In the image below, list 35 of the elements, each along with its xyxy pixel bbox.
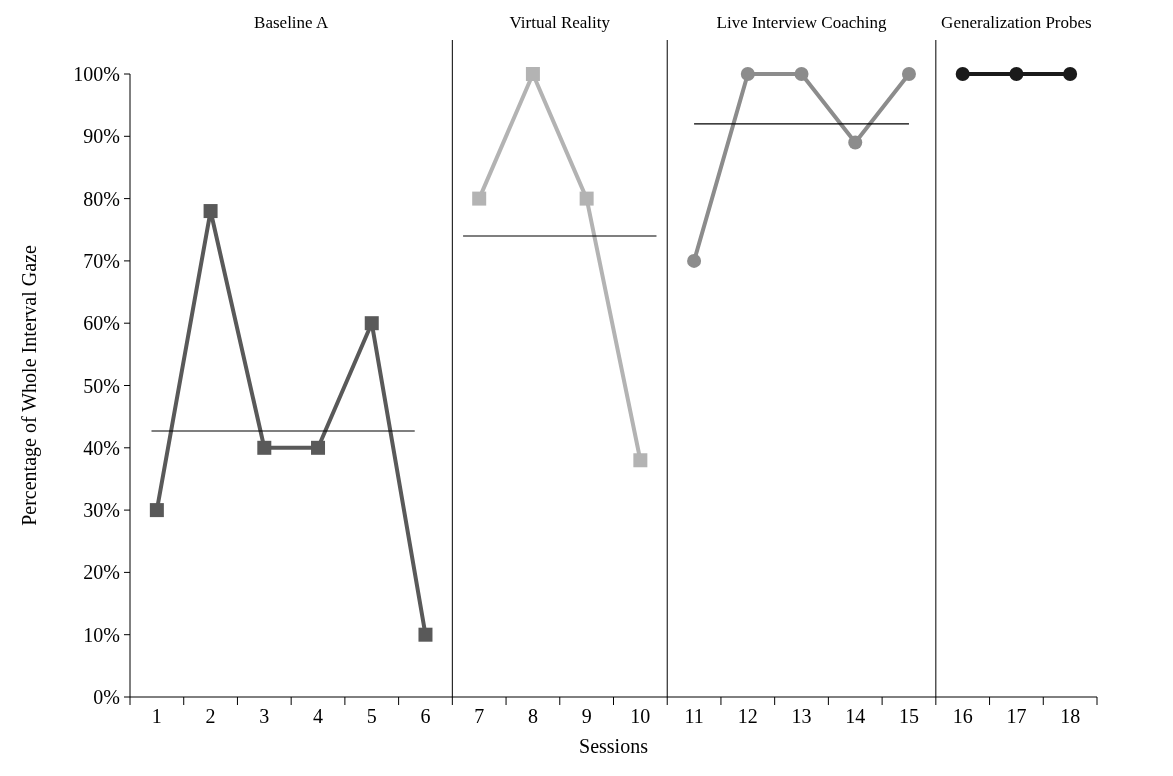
x-tick-label: 6 bbox=[420, 705, 431, 727]
y-tick-label: 0% bbox=[93, 686, 120, 708]
y-axis-title: Percentage of Whole Interval Gaze bbox=[18, 245, 41, 526]
y-tick-label: 40% bbox=[83, 436, 120, 459]
x-tick-label: 15 bbox=[898, 705, 919, 727]
x-tick-label: 12 bbox=[737, 705, 758, 727]
x-tick-label: 14 bbox=[845, 705, 866, 727]
x-axis-title: Sessions bbox=[579, 735, 649, 757]
x-tick-label: 7 bbox=[474, 705, 485, 727]
y-tick-label: 70% bbox=[83, 249, 120, 272]
x-tick-label: 18 bbox=[1060, 705, 1081, 727]
x-tick-label: 11 bbox=[684, 705, 704, 727]
x-tick-label: 1 bbox=[151, 705, 162, 727]
y-tick-label: 20% bbox=[83, 561, 120, 584]
x-tick-label: 4 bbox=[313, 705, 324, 727]
x-tick-label: 16 bbox=[952, 705, 973, 727]
x-tick-label: 2 bbox=[205, 705, 216, 727]
text: Generalization Probes bbox=[941, 13, 1092, 32]
y-tick-label: 60% bbox=[83, 312, 120, 335]
x-tick-label: 10 bbox=[630, 705, 651, 727]
text: Baseline A bbox=[254, 13, 329, 32]
x-tick-label: 9 bbox=[581, 705, 592, 727]
x-tick-label: 17 bbox=[1006, 705, 1027, 727]
x-tick-label: 13 bbox=[791, 705, 812, 727]
y-tick-label: 90% bbox=[83, 125, 120, 148]
y-tick-label: 80% bbox=[83, 187, 120, 210]
text: Live Interview Coaching bbox=[716, 13, 887, 32]
x-tick-label: 8 bbox=[527, 705, 538, 727]
y-tick-label: 50% bbox=[83, 374, 120, 397]
y-tick-label: 30% bbox=[83, 499, 120, 522]
y-tick-label: 100% bbox=[73, 63, 120, 85]
x-tick-label: 5 bbox=[366, 705, 377, 727]
x-tick-label: 3 bbox=[259, 705, 270, 727]
y-tick-label: 10% bbox=[83, 623, 120, 646]
text: Virtual Reality bbox=[509, 13, 611, 32]
